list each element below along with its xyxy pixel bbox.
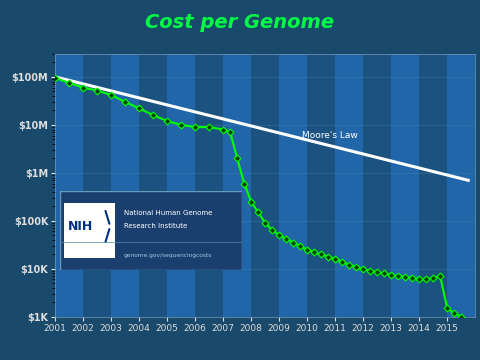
FancyBboxPatch shape [60, 191, 242, 270]
Bar [251, 54, 279, 317]
Text: NIH: NIH [68, 220, 94, 233]
FancyBboxPatch shape [64, 203, 115, 258]
Bar [195, 54, 223, 317]
Bar [223, 54, 251, 317]
Text: Research Institute: Research Institute [124, 224, 187, 229]
Bar [419, 54, 447, 317]
Bar [279, 54, 307, 317]
Text: Moore's Law: Moore's Law [301, 131, 357, 140]
Bar [363, 54, 391, 317]
Bar [111, 54, 139, 317]
Bar [307, 54, 335, 317]
Bar [335, 54, 363, 317]
Bar [55, 54, 83, 317]
Bar [447, 54, 475, 317]
Text: genome.gov/sequencingcosts: genome.gov/sequencingcosts [124, 253, 212, 258]
Bar [139, 54, 167, 317]
Text: National Human Genome: National Human Genome [124, 210, 212, 216]
Bar [391, 54, 419, 317]
Bar [167, 54, 195, 317]
Text: Cost per Genome: Cost per Genome [145, 13, 335, 32]
Bar [83, 54, 111, 317]
